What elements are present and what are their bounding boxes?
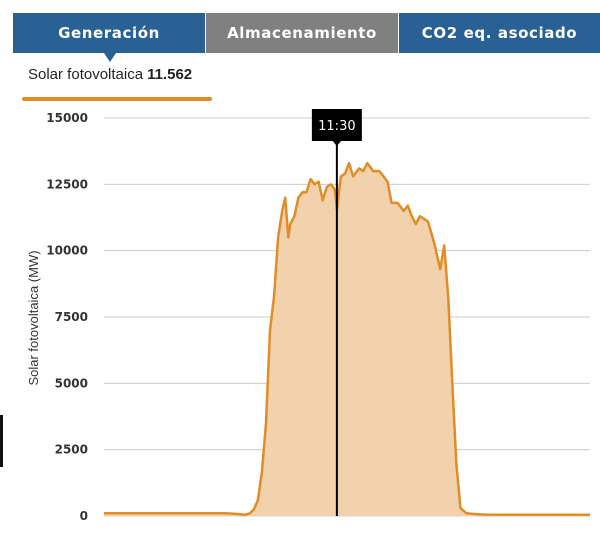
- series-group: [104, 161, 590, 516]
- y-tick-label: 10000: [46, 244, 88, 258]
- series-line: [104, 161, 590, 516]
- crosshair: 11:30: [311, 109, 362, 516]
- tab-generacion[interactable]: Generación: [13, 13, 205, 53]
- y-axis-ticks: 0 2500 5000 7500 10000 12500 15000: [46, 111, 88, 523]
- y-tick-label: 0: [80, 509, 88, 523]
- y-tick-label: 12500: [46, 177, 88, 191]
- tooltip-box: [311, 109, 362, 141]
- tab-co2[interactable]: CO2 eq. asociado: [399, 13, 600, 53]
- tab-bar: Generación Almacenamiento CO2 eq. asocia…: [13, 13, 600, 62]
- side-marker: [0, 415, 3, 467]
- tooltip-time: 11:30: [318, 119, 355, 134]
- y-tick-label: 15000: [46, 111, 88, 125]
- y-tick-label: 2500: [55, 443, 88, 457]
- active-tab-indicator: [104, 53, 116, 62]
- series-area: [104, 163, 590, 516]
- tab-almacenamiento[interactable]: Almacenamiento: [206, 13, 398, 53]
- tooltip-pointer: [331, 140, 342, 146]
- y-axis-label: Solar fotovoltaica (MW): [26, 250, 41, 385]
- y-tick-label: 7500: [55, 310, 88, 324]
- legend-label: Solar fotovoltaica: [28, 66, 144, 83]
- legend-item[interactable]: Solar fotovoltaica 11.562: [28, 66, 192, 83]
- legend-underline: [22, 97, 212, 101]
- legend-value: 11.562: [147, 66, 193, 83]
- y-tick-label: 5000: [55, 376, 88, 390]
